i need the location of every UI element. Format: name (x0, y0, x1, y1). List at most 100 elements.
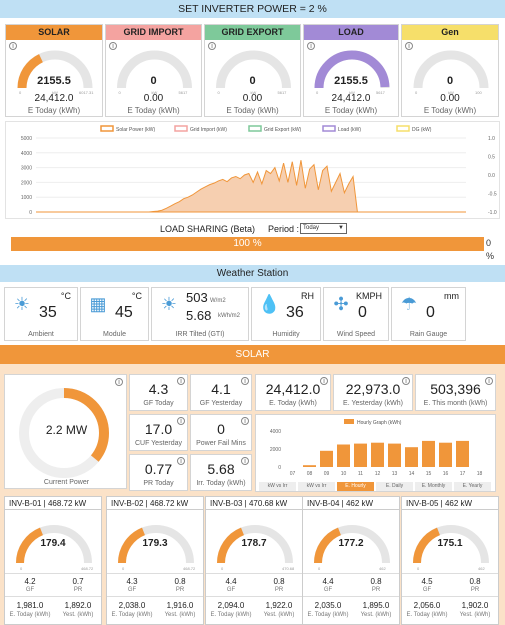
y-tick-label: 3000 (21, 166, 32, 172)
hourly-tab[interactable]: kW vs Irr (298, 482, 335, 491)
inverter-value: 178.7 (241, 538, 267, 549)
weather-value: 35 (39, 304, 57, 321)
divider (303, 573, 399, 574)
divider (107, 596, 203, 597)
kpi-label: GF Yesterday (199, 400, 243, 407)
inverter-gauge (16, 525, 92, 564)
weather-label: Humidity (272, 331, 300, 338)
kpi-label: Power Fail Mins (196, 440, 246, 447)
hourly-tab[interactable]: E. Yearly (454, 482, 491, 491)
inverter-e-yest: 1,902.0 (461, 601, 489, 610)
solar-header: SOLAR (0, 345, 505, 364)
weather-value: 45 (115, 304, 133, 321)
info-icon[interactable]: i (9, 42, 17, 50)
inverter-e-today-label: E. Today (kWh) (210, 612, 252, 618)
kpi-label: E. Yesterday (kWh) (343, 400, 403, 407)
kpi-card: i 5.68 Irr. Today (kWh) (190, 454, 252, 491)
inverter-gauge (314, 525, 390, 564)
info-icon[interactable]: i (208, 42, 216, 50)
wind-turbine-icon: ✣ (333, 294, 349, 314)
gauge-sub-label: E Today (kWh) (324, 106, 378, 115)
info-icon[interactable]: i (177, 417, 185, 425)
info-icon[interactable]: i (241, 457, 249, 465)
info-icon[interactable]: i (177, 377, 185, 385)
gauge-max: 100 (475, 90, 482, 95)
y-tick-label: 2000 (21, 180, 32, 186)
gauge-card-grid-import: GRID IMPORT i 0 kW 0 5617 0.00 E Today (kWh) (105, 24, 202, 117)
kpi-card: i 17.0 CUF Yesterday (129, 414, 188, 451)
kpi-card: i 24,412.0 E. Today (kWh) (255, 374, 331, 411)
hourly-tab[interactable]: E. Monthly (415, 482, 452, 491)
hourly-tab[interactable]: kW vs Irr (259, 482, 296, 491)
inverter-card-1[interactable]: INV-B-01 | 468.72 kW 179.4 0 468.72 4.2 GF 0.7… (4, 496, 102, 625)
gauge-header: Gen (402, 25, 498, 40)
hourly-x-tick: 14 (409, 471, 415, 477)
hourly-tab[interactable]: E. Hourly (337, 482, 374, 491)
load-sharing-zero: 0 (486, 238, 492, 248)
gauge-value: 2155.5 (37, 75, 71, 87)
weather-unit: KMPH (355, 291, 382, 301)
legend-label: DG (kW) (412, 127, 432, 133)
gauge-value: 2155.5 (334, 75, 368, 87)
gauge-arc (117, 50, 192, 89)
gauge-arc (413, 50, 489, 89)
weather-unit2: kWh/m2 (218, 313, 241, 319)
inverter-gauge (413, 525, 489, 564)
rain-gauge-icon: ☂ (400, 294, 418, 314)
info-icon[interactable]: i (241, 417, 249, 425)
weather-unit: RH (301, 291, 314, 301)
info-icon[interactable]: i (241, 377, 249, 385)
weather-unit: mm (444, 291, 459, 301)
hourly-bar (422, 440, 435, 467)
gauge-today: 0.00 (440, 93, 460, 104)
inverter-e-today-label: E. Today (kWh) (9, 612, 51, 618)
inverter-e-yest-label: Yest. (kWh) (62, 612, 94, 618)
inverter-e-yest: 1,922.0 (265, 601, 293, 610)
solar-power-area (36, 160, 466, 213)
hourly-x-tick: 16 (443, 471, 449, 477)
kpi-label: Irr. Today (kWh) (196, 480, 246, 487)
hourly-x-tick: 17 (460, 471, 466, 477)
current-power-ring (19, 388, 109, 478)
kpi-card: i 4.3 GF Today (129, 374, 188, 411)
period-select[interactable]: Today ▼ (300, 223, 347, 234)
hourly-x-tick: 18 (477, 471, 483, 477)
info-icon[interactable]: i (177, 457, 185, 465)
inverter-e-yest-label: Yest. (kWh) (164, 612, 196, 618)
inverter-card-5[interactable]: INV-B-05 | 462 kW 175.1 0 462 4.5 GF 0.8 PR 2,05… (401, 496, 499, 625)
inverter-card-4[interactable]: INV-B-04 | 462 kW 177.2 0 462 4.4 GF 0.8 PR 2,03… (302, 496, 400, 625)
kpi-card: i 0.77 PR Today (129, 454, 188, 491)
inverter-gf: 4.5 (421, 577, 433, 586)
info-icon[interactable]: i (320, 377, 328, 385)
info-icon[interactable]: i (405, 42, 413, 50)
info-icon[interactable]: i (402, 377, 410, 385)
inverter-pr: 0.8 (370, 577, 382, 586)
power-chart-svg: Solar Power (kW) Grid Import (kW) Grid Exp… (21, 125, 497, 216)
inverter-e-today: 2,056.0 (413, 601, 441, 610)
gauge-sub-label: E Today (kWh) (27, 106, 81, 115)
inverter-pr-label: PR (274, 587, 284, 593)
inverter-e-today-label: E. Today (kWh) (111, 612, 153, 618)
hourly-tab[interactable]: E. Daily (376, 482, 413, 491)
hourly-bar (388, 443, 401, 467)
gauge-today: 24,412.0 (331, 93, 371, 104)
weather-value: 503 (186, 290, 208, 305)
inverter-e-yest: 1,916.0 (166, 601, 194, 610)
gauge-unit: kW (448, 90, 454, 95)
inverter-gauge (118, 525, 194, 564)
inverter-min: 0 (122, 566, 125, 571)
info-icon[interactable]: i (109, 42, 117, 50)
info-icon[interactable]: i (485, 377, 493, 385)
inverter-gf-label: GF (323, 587, 333, 593)
current-power-card: i 2.2 MW Current Power (4, 374, 127, 489)
kpi-label: CUF Yesterday (134, 440, 183, 447)
inverter-card-3[interactable]: INV-B-03 | 470.68 kW 178.7 0 470.68 4.4 GF 0.8… (205, 496, 303, 625)
divider (402, 573, 498, 574)
gauge-today: 0.00 (242, 93, 263, 104)
inverter-card-2[interactable]: INV-B-02 | 468.72 kW 179.3 0 468.72 4.3 GF 0.8… (106, 496, 204, 625)
info-icon[interactable]: i (307, 42, 315, 50)
info-icon[interactable]: i (115, 378, 123, 386)
gauge-max: 6017.31 (79, 90, 94, 95)
legend-swatch (322, 125, 336, 132)
gauge-min: 0 (118, 90, 121, 95)
